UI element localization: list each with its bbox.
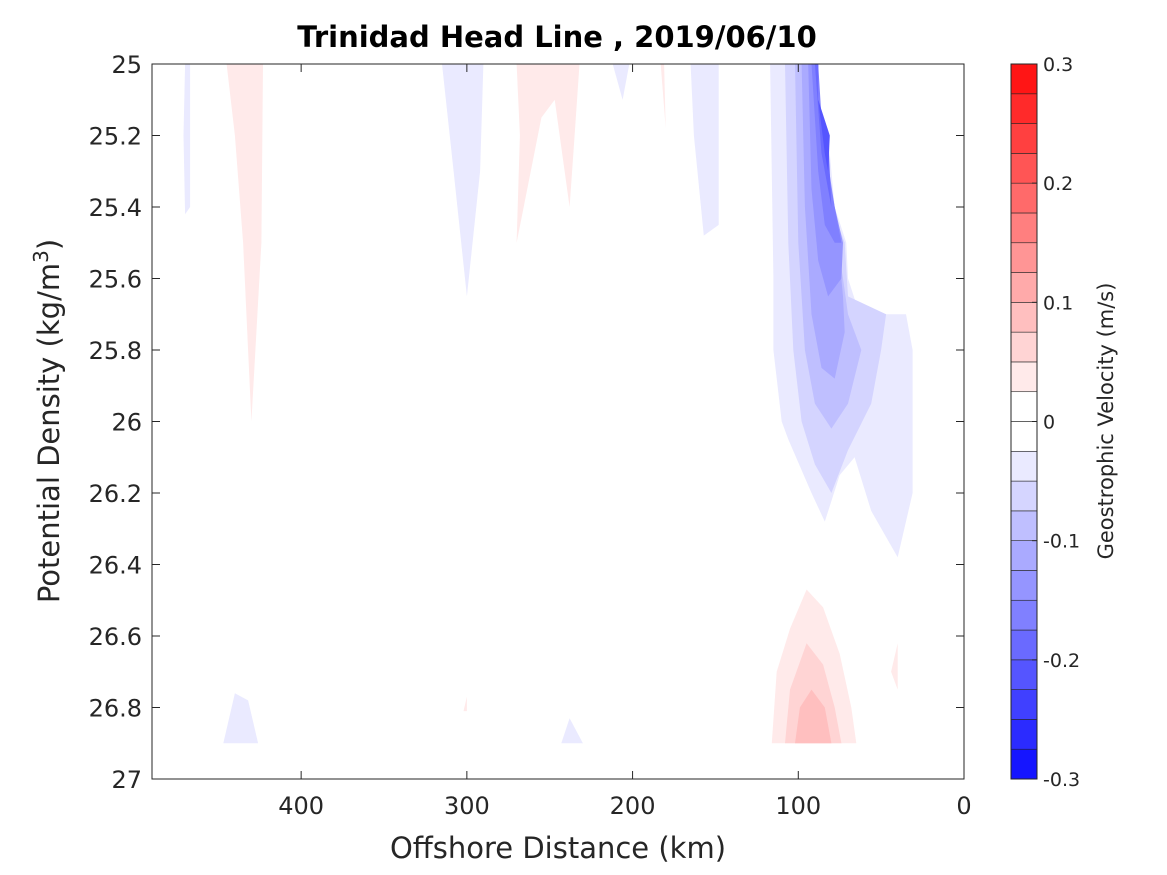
- contour-region: [223, 693, 259, 744]
- colorbar: -0.3 -0.2 -0.1 0 0.1 0.2 0.3: [1010, 54, 1080, 791]
- contour-region: [818, 99, 830, 172]
- y-tick-label: 26.4: [89, 552, 142, 580]
- colorbar-swatch: [1010, 63, 1038, 95]
- y-tick-label: 26.8: [89, 695, 142, 723]
- x-axis: 400 300 200 100 0: [278, 64, 972, 820]
- contour-region: [612, 64, 630, 100]
- colorbar-swatch: [1010, 391, 1038, 422]
- colorbar-swatch: [1010, 599, 1038, 631]
- colorbar-swatch: [1010, 93, 1038, 124]
- colorbar-swatch: [1010, 123, 1038, 154]
- contour-region: [516, 64, 580, 243]
- y-axis-label-main: Potential Density (kg/m: [32, 263, 66, 603]
- colorbar-swatch: [1010, 450, 1038, 482]
- colorbar-swatch: [1010, 570, 1038, 601]
- colorbar-swatch: [1010, 719, 1038, 750]
- contour-region: [660, 64, 666, 129]
- contour-region: [795, 689, 832, 744]
- contour-region: [226, 64, 263, 422]
- y-tick-label: 25.4: [89, 194, 142, 222]
- colorbar-swatch: [1010, 242, 1038, 273]
- colorbar-tick-label: 0.3: [1043, 54, 1073, 76]
- y-tick-label: 25.2: [89, 123, 142, 151]
- y-axis-label-superscript: 3: [29, 250, 53, 263]
- colorbar-tick-label: 0.1: [1043, 292, 1073, 314]
- colorbar-swatch: [1010, 182, 1038, 214]
- colorbar-swatch: [1010, 659, 1038, 690]
- colorbar-tick-label: -0.1: [1043, 531, 1080, 553]
- y-tick-label: 26: [111, 409, 142, 437]
- contour-region: [561, 718, 583, 744]
- contour-region: [442, 64, 484, 297]
- y-tick-label: 25: [111, 51, 142, 79]
- colorbar-swatch: [1010, 272, 1038, 303]
- colorbar-label: Geostrophic Velocity (m/s): [1094, 283, 1118, 560]
- colorbar-swatch: [1010, 629, 1038, 661]
- colorbar-swatch: [1010, 153, 1038, 184]
- y-tick-label: 25.8: [89, 337, 142, 365]
- contour-region: [690, 64, 719, 236]
- x-tick-label: 300: [444, 792, 490, 820]
- colorbar-swatch: [1010, 302, 1038, 333]
- colorbar-swatch: [1010, 480, 1038, 512]
- colorbar-swatch: [1010, 689, 1038, 720]
- y-tick-label: 25.6: [89, 266, 142, 294]
- y-axis-label-close: ): [32, 239, 66, 250]
- y-axis-label: Potential Density (kg/m3): [29, 239, 66, 603]
- contour-region: [463, 696, 467, 712]
- contour-region: [891, 643, 898, 690]
- colorbar-swatch: [1010, 331, 1038, 363]
- x-tick-label: 200: [610, 792, 656, 820]
- y-tick-label: 26.2: [89, 480, 142, 508]
- colorbar-swatch: [1010, 212, 1038, 244]
- chart-title: Trinidad Head Line , 2019/06/10: [297, 20, 817, 54]
- colorbar-tick-label: 0.2: [1043, 173, 1073, 195]
- contour-region: [183, 64, 191, 215]
- y-tick-label: 27: [111, 766, 142, 794]
- colorbar-swatch: [1010, 361, 1038, 393]
- y-tick-label: 26.6: [89, 623, 142, 651]
- y-axis: 25 25.2 25.4 25.6 25.8 26 26.2 26.4 26.6 26.8 27: [89, 51, 964, 794]
- x-axis-label: Offshore Distance (km): [390, 831, 726, 865]
- x-tick-label: 400: [278, 792, 324, 820]
- x-tick-label: 100: [775, 792, 821, 820]
- colorbar-tick-label: -0.3: [1043, 769, 1080, 791]
- colorbar-swatch: [1010, 748, 1038, 780]
- colorbar-swatch: [1010, 540, 1038, 571]
- x-tick-label: 0: [956, 792, 971, 820]
- colorbar-swatch: [1010, 421, 1038, 452]
- colorbar-swatch: [1010, 510, 1038, 541]
- contour-regions: [183, 64, 913, 744]
- colorbar-tick-label: -0.2: [1043, 650, 1080, 672]
- colorbar-tick-label: 0: [1043, 412, 1055, 434]
